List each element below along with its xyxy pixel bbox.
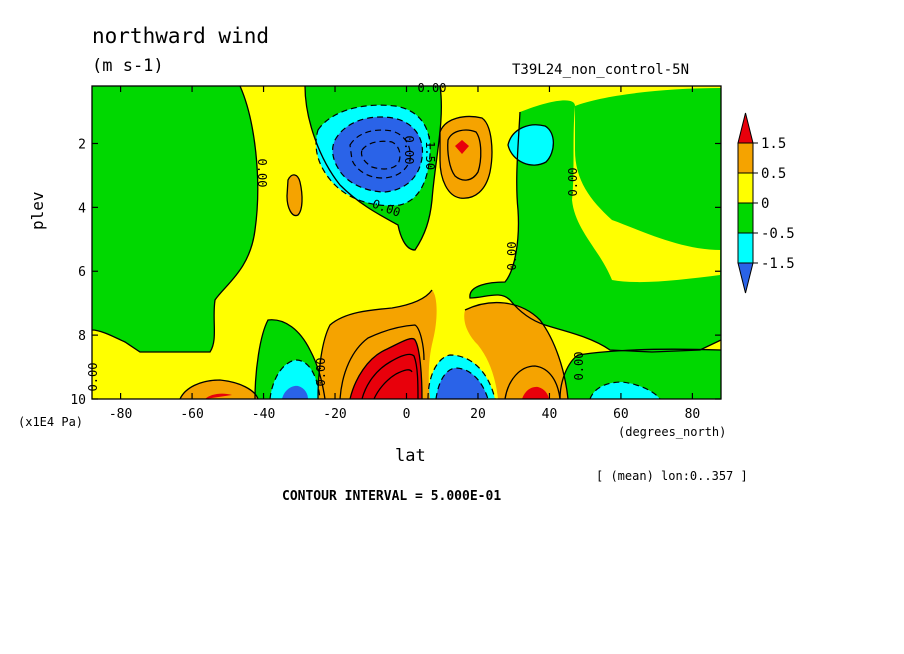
averaging-note: [ (mean) lon:0..357 ]: [596, 469, 748, 483]
x-axis-units: (degrees_north): [618, 425, 727, 439]
region-red-low-nh: [522, 386, 549, 399]
x-axis-title: lat: [395, 446, 426, 466]
y-tick-label: 8: [78, 329, 86, 344]
colorbar-segment: [737, 172, 754, 204]
colorbar-label: -1.5: [761, 256, 795, 272]
contour-lines: [92, 86, 721, 399]
region-green-north-low: [560, 349, 721, 399]
contour-label: 0.00: [86, 363, 100, 392]
colorbar-label: 1.5: [761, 136, 786, 152]
x-tick-label: 20: [470, 407, 486, 422]
contour-label: 0.00: [402, 136, 416, 165]
region-cyan-upper-sub: [508, 124, 554, 166]
region-red-upper-max: [455, 140, 469, 154]
colorbar-label: 0: [761, 196, 769, 212]
chart-units: (m s-1): [92, 56, 164, 76]
x-tick-label: -20: [323, 407, 346, 422]
region-green-left: [92, 86, 258, 352]
contour-label: 0.00: [255, 159, 269, 188]
region-blue-low-north: [436, 368, 488, 399]
colorbar-segment: [737, 232, 754, 264]
contour-label: 0.00: [572, 352, 586, 381]
colorbar-segment: [737, 142, 754, 174]
x-tick-label: -60: [180, 407, 203, 422]
region-cyan-low-south: [270, 360, 320, 399]
y-tick-label: 10: [70, 393, 86, 408]
region-orange-low-sh: [180, 380, 258, 399]
x-tick-label: -40: [252, 407, 275, 422]
x-tick-label: 80: [685, 407, 701, 422]
x-tick-label: 60: [613, 407, 629, 422]
x-axis: -80 -60 -40 -20 0 20 40 60 80: [109, 86, 700, 422]
contour-label: 0.00: [505, 242, 519, 271]
y-tick-label: 4: [78, 201, 86, 216]
y-tick-label: 2: [78, 137, 86, 152]
colorbar-label: 0.5: [761, 166, 786, 182]
contour-label: 0.00: [418, 81, 447, 95]
colorbar-segment: [737, 262, 754, 294]
colorbar-segment: [737, 112, 754, 144]
contour-label: 0.00: [314, 358, 328, 387]
x-tick-label: -80: [109, 407, 132, 422]
region-orange-midlat-small: [287, 174, 303, 216]
colorbar: 1.5 0.5 0 -0.5 -1.5: [737, 112, 795, 294]
region-red-low-sh: [205, 393, 232, 399]
region-cyan-low-right: [590, 382, 660, 399]
x-tick-label: 40: [542, 407, 558, 422]
chart-title: northward wind: [92, 24, 270, 48]
x-tick-label: 0: [403, 407, 411, 422]
contour-interval: CONTOUR INTERVAL = 5.000E-01: [282, 489, 502, 504]
y-axis-title: plev: [28, 191, 47, 230]
y-axis-units: (x1E4 Pa): [18, 415, 84, 429]
region-green-upper-right: [575, 88, 721, 250]
region-blue-low-south: [282, 385, 308, 399]
colorbar-label: -0.5: [761, 226, 795, 242]
contour-plot: [92, 86, 721, 399]
y-tick-label: 6: [78, 265, 86, 280]
region-orange-low-nh: [505, 366, 560, 399]
colorbar-segment: [737, 202, 754, 234]
negative-contour-lines: [269, 104, 661, 399]
y-axis: 2 4 6 8 10: [70, 137, 721, 408]
contour-label: 0.00: [566, 168, 580, 197]
run-label: T39L24_non_control-5N: [512, 62, 690, 78]
contour-label: -1.50: [423, 134, 437, 170]
